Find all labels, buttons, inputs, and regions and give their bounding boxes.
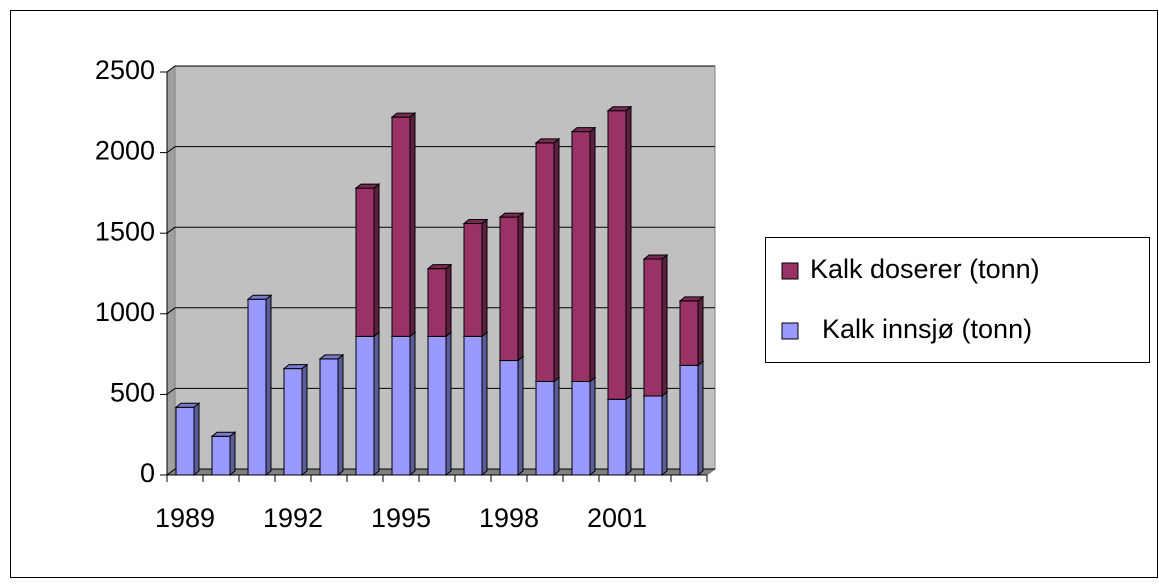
y-tick-label: 0 xyxy=(140,458,155,488)
bar xyxy=(211,435,231,476)
bar-side xyxy=(625,394,632,477)
bar xyxy=(607,398,627,476)
bar-side xyxy=(481,331,488,477)
bar-top xyxy=(462,219,489,225)
bar-side xyxy=(409,331,416,477)
bar-top xyxy=(534,138,561,144)
bar xyxy=(571,381,591,476)
bar-side xyxy=(589,126,596,383)
legend-swatch xyxy=(781,322,799,340)
bar xyxy=(463,223,483,337)
bar-top xyxy=(678,296,705,302)
bar-side xyxy=(481,218,488,338)
y-tick-label: 2500 xyxy=(95,55,155,85)
bar xyxy=(355,335,375,476)
bar-side xyxy=(337,353,344,477)
y-tick-label: 500 xyxy=(110,378,155,408)
bar-top xyxy=(606,106,633,112)
bar xyxy=(391,335,411,476)
bar xyxy=(427,268,447,337)
bar-top xyxy=(174,402,201,408)
bar-side xyxy=(229,431,236,477)
grid-line xyxy=(166,65,176,73)
bar-side xyxy=(589,376,596,477)
bar xyxy=(391,116,411,337)
bar xyxy=(175,406,195,476)
grid-line xyxy=(166,468,176,476)
bar xyxy=(355,187,375,337)
x-tick-label: 1998 xyxy=(479,503,539,533)
bar xyxy=(499,216,519,362)
bar-side xyxy=(553,137,560,383)
bar-side xyxy=(697,295,704,367)
legend-swatch xyxy=(781,262,799,280)
bar-side xyxy=(301,363,308,477)
bar xyxy=(679,364,699,476)
bar-top xyxy=(282,364,309,370)
bar xyxy=(643,395,663,476)
side-wall xyxy=(166,65,176,476)
bar xyxy=(499,360,519,476)
bar-side xyxy=(265,294,272,477)
bar-top xyxy=(498,212,525,218)
bar xyxy=(427,335,447,476)
bar-side xyxy=(661,390,668,477)
bar xyxy=(535,381,555,476)
bar-top xyxy=(354,183,381,189)
bar-side xyxy=(517,212,524,362)
bar xyxy=(607,110,627,400)
y-tick-label: 1000 xyxy=(95,297,155,327)
x-tick-label: 1995 xyxy=(371,503,431,533)
bar-top xyxy=(426,264,453,270)
bar-side xyxy=(409,112,416,338)
bar xyxy=(247,298,267,476)
grid-line xyxy=(166,146,176,154)
bar-top xyxy=(318,354,345,360)
bar-side xyxy=(697,360,704,477)
bar xyxy=(283,368,303,476)
bar-side xyxy=(193,402,200,477)
grid-line xyxy=(166,387,176,395)
bar-top xyxy=(570,127,597,133)
x-tick-label: 1989 xyxy=(155,503,215,533)
x-tick-label: 1992 xyxy=(263,503,323,533)
bar xyxy=(571,131,591,383)
bar-side xyxy=(373,331,380,477)
bar-side xyxy=(445,263,452,338)
x-tick-label: 2001 xyxy=(587,503,647,533)
bar-side xyxy=(445,331,452,477)
bar-top xyxy=(246,294,273,300)
bar xyxy=(319,358,339,476)
bar xyxy=(463,335,483,476)
bar-side xyxy=(661,253,668,398)
bar-side xyxy=(553,376,560,477)
y-tick-label: 1500 xyxy=(95,216,155,246)
bar-top xyxy=(642,254,669,260)
grid-line xyxy=(166,226,176,234)
legend-box xyxy=(765,237,1150,363)
bar-top xyxy=(210,431,237,437)
legend-label: Kalk doserer (tonn) xyxy=(810,254,1040,284)
bar-side xyxy=(625,105,632,401)
bar-side xyxy=(373,183,380,338)
y-tick-label: 2000 xyxy=(95,136,155,166)
legend-label: Kalk innsjø (tonn) xyxy=(822,314,1032,344)
bar xyxy=(679,300,699,366)
bar xyxy=(535,142,555,383)
grid-line xyxy=(166,307,176,315)
bar xyxy=(643,258,663,397)
bar-side xyxy=(517,355,524,477)
bar-top xyxy=(390,112,417,118)
